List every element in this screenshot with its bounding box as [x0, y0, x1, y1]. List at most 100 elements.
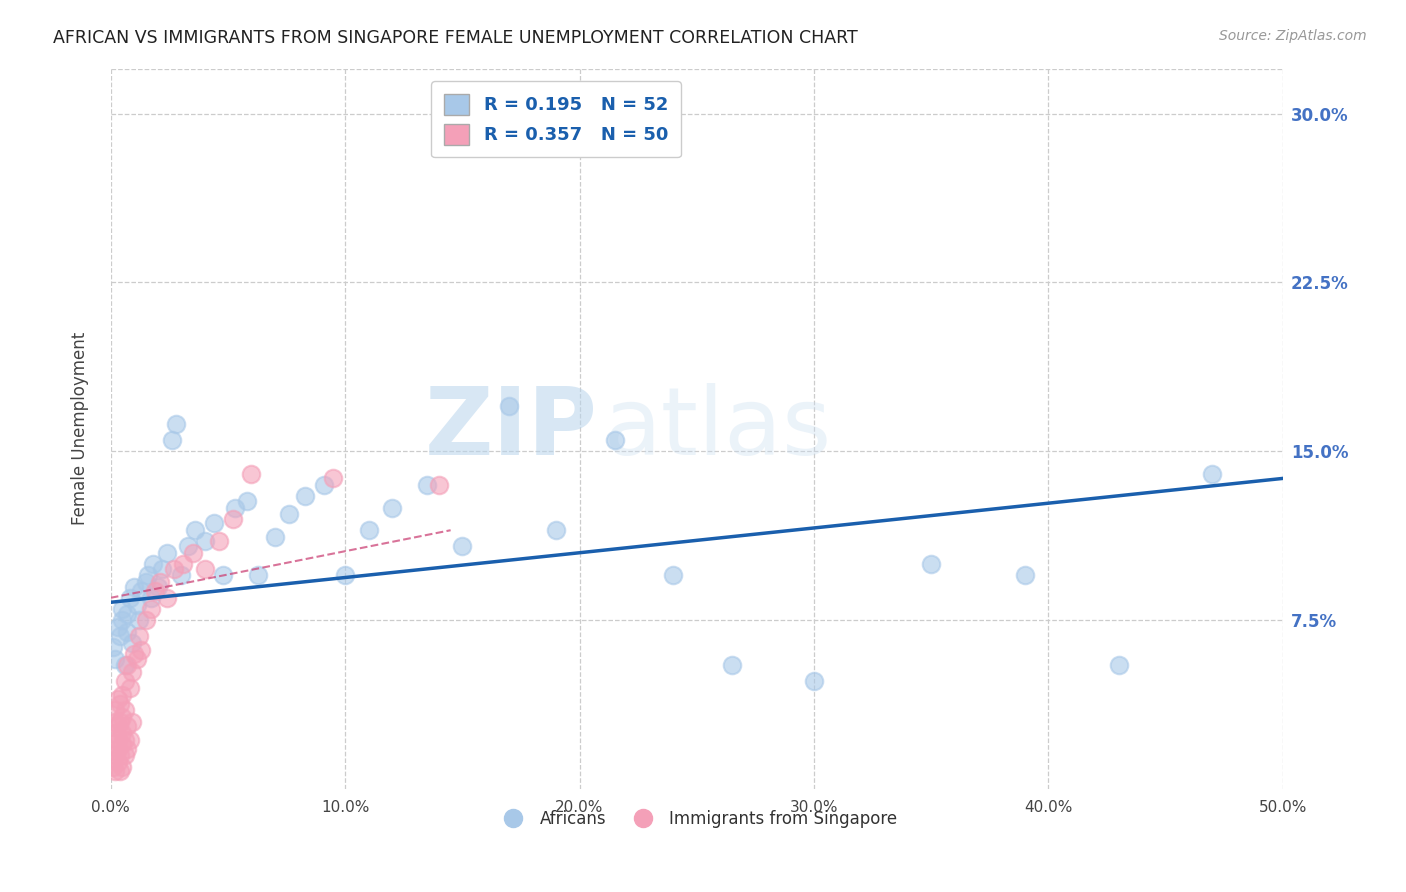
- Point: [104, 748, 127, 763]
- Point: [322, 471, 344, 485]
- Point: [207, 534, 229, 549]
- Point: [357, 523, 380, 537]
- Point: [129, 642, 152, 657]
- Point: [263, 530, 285, 544]
- Point: [165, 417, 187, 432]
- Point: [451, 539, 474, 553]
- Text: ZIP: ZIP: [425, 383, 598, 475]
- Point: [240, 467, 263, 481]
- Point: [146, 580, 169, 594]
- Point: [135, 613, 157, 627]
- Point: [101, 737, 124, 751]
- Point: [107, 755, 129, 769]
- Point: [104, 714, 127, 729]
- Point: [108, 697, 131, 711]
- Point: [163, 561, 186, 575]
- Point: [114, 658, 136, 673]
- Point: [333, 568, 356, 582]
- Point: [107, 741, 129, 756]
- Point: [150, 561, 173, 575]
- Point: [121, 636, 143, 650]
- Point: [125, 598, 148, 612]
- Point: [108, 764, 131, 779]
- Text: atlas: atlas: [603, 383, 831, 475]
- Point: [107, 620, 129, 634]
- Point: [235, 494, 257, 508]
- Point: [125, 651, 148, 665]
- Point: [111, 760, 134, 774]
- Point: [114, 748, 136, 763]
- Point: [1108, 658, 1130, 673]
- Point: [546, 523, 568, 537]
- Point: [803, 674, 825, 689]
- Point: [104, 726, 127, 740]
- Point: [115, 741, 138, 756]
- Point: [114, 732, 136, 747]
- Point: [136, 568, 159, 582]
- Point: [498, 400, 520, 414]
- Point: [111, 726, 134, 740]
- Point: [920, 557, 942, 571]
- Point: [111, 710, 134, 724]
- Point: [108, 748, 131, 763]
- Point: [128, 629, 150, 643]
- Point: [121, 714, 143, 729]
- Point: [115, 719, 138, 733]
- Point: [129, 584, 152, 599]
- Point: [193, 561, 215, 575]
- Point: [118, 681, 141, 695]
- Text: AFRICAN VS IMMIGRANTS FROM SINGAPORE FEMALE UNEMPLOYMENT CORRELATION CHART: AFRICAN VS IMMIGRANTS FROM SINGAPORE FEM…: [53, 29, 858, 46]
- Point: [115, 607, 138, 621]
- Point: [156, 546, 179, 560]
- Point: [381, 500, 404, 515]
- Point: [139, 591, 162, 605]
- Point: [114, 703, 136, 717]
- Point: [111, 688, 134, 702]
- Legend: Africans, Immigrants from Singapore: Africans, Immigrants from Singapore: [489, 804, 904, 835]
- Point: [247, 568, 270, 582]
- Point: [312, 478, 335, 492]
- Point: [277, 508, 299, 522]
- Point: [212, 568, 235, 582]
- Point: [104, 703, 127, 717]
- Point: [177, 539, 200, 553]
- Point: [160, 433, 183, 447]
- Point: [1201, 467, 1223, 481]
- Point: [170, 568, 193, 582]
- Point: [122, 647, 145, 661]
- Point: [184, 523, 207, 537]
- Y-axis label: Female Unemployment: Female Unemployment: [72, 332, 89, 525]
- Point: [202, 516, 225, 531]
- Point: [416, 478, 439, 492]
- Point: [603, 433, 626, 447]
- Point: [101, 640, 124, 655]
- Point: [121, 665, 143, 679]
- Point: [181, 546, 204, 560]
- Point: [662, 568, 685, 582]
- Point: [1014, 568, 1036, 582]
- Point: [135, 574, 157, 589]
- Point: [149, 574, 172, 589]
- Point: [142, 557, 165, 571]
- Point: [104, 764, 127, 779]
- Point: [221, 512, 243, 526]
- Point: [143, 584, 166, 599]
- Point: [128, 613, 150, 627]
- Point: [427, 478, 450, 492]
- Point: [104, 651, 127, 665]
- Point: [294, 490, 316, 504]
- Point: [111, 737, 134, 751]
- Point: [721, 658, 744, 673]
- Point: [118, 591, 141, 605]
- Point: [193, 534, 215, 549]
- Point: [118, 732, 141, 747]
- Point: [107, 732, 129, 747]
- Point: [111, 602, 134, 616]
- Point: [115, 624, 138, 639]
- Point: [107, 692, 129, 706]
- Point: [108, 629, 131, 643]
- Point: [172, 557, 194, 571]
- Point: [156, 591, 179, 605]
- Text: Source: ZipAtlas.com: Source: ZipAtlas.com: [1219, 29, 1367, 43]
- Point: [122, 580, 145, 594]
